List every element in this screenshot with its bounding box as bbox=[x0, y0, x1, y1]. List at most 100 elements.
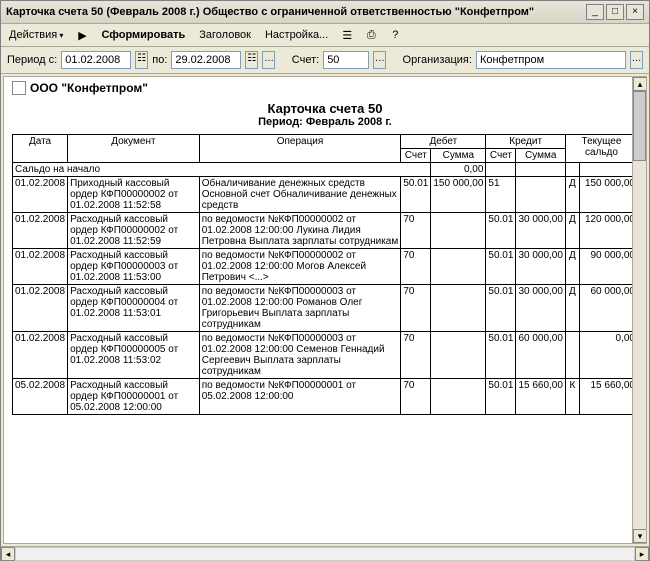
table-row[interactable]: 05.02.2008Расходный кассовый ордер КФП00… bbox=[13, 379, 638, 415]
period-to-input[interactable] bbox=[171, 51, 241, 69]
menu-settings[interactable]: Настройка... bbox=[261, 27, 332, 43]
scrollbar-vertical[interactable]: ▴ ▾ bbox=[632, 77, 646, 543]
scrollbar-horizontal[interactable]: ◂ ▸ bbox=[1, 546, 649, 560]
titlebar-buttons: _ □ × bbox=[586, 4, 644, 20]
cell-kt-sum: 30 000,00 bbox=[516, 285, 566, 332]
scroll-right-icon[interactable]: ▸ bbox=[635, 547, 649, 561]
print-icon[interactable]: ⎙ bbox=[362, 26, 380, 44]
cell-date: 01.02.2008 bbox=[13, 332, 68, 379]
menubar: Действия ▶ Сформировать Заголовок Настро… bbox=[1, 24, 649, 47]
col-kt-acc: Счет bbox=[486, 149, 516, 163]
col-debit: Дебет bbox=[401, 135, 486, 149]
cell-bal-sum: 150 000,00 bbox=[579, 177, 637, 213]
menu-actions[interactable]: Действия bbox=[5, 27, 67, 43]
account-input[interactable] bbox=[323, 51, 369, 69]
cell-dt-sum bbox=[431, 285, 486, 332]
cell-bal-dk: Д bbox=[565, 249, 579, 285]
cell-bal-dk: Д bbox=[565, 213, 579, 249]
collapse-icon[interactable] bbox=[12, 81, 26, 95]
run-icon[interactable]: ▶ bbox=[73, 26, 91, 44]
cell-dt-acc: 70 bbox=[401, 332, 431, 379]
window-title: Карточка счета 50 (Февраль 2008 г.) Обще… bbox=[6, 6, 534, 18]
titlebar: Карточка счета 50 (Февраль 2008 г.) Обще… bbox=[1, 1, 649, 24]
cell-kt-acc: 50.01 bbox=[486, 332, 516, 379]
scroll-thumb[interactable] bbox=[633, 91, 646, 161]
period-to-calendar-icon[interactable]: ☷ bbox=[245, 51, 258, 69]
close-button[interactable]: × bbox=[626, 4, 644, 20]
org-input[interactable] bbox=[476, 51, 626, 69]
opening-value: 0,00 bbox=[431, 163, 486, 177]
cell-document: Расходный кассовый ордер КФП00000003 от … bbox=[68, 249, 200, 285]
col-dt-acc: Счет bbox=[401, 149, 431, 163]
maximize-button[interactable]: □ bbox=[606, 4, 624, 20]
period-from-input[interactable] bbox=[61, 51, 131, 69]
account-pick-button[interactable]: … bbox=[373, 51, 386, 69]
cell-dt-sum bbox=[431, 249, 486, 285]
cell-dt-sum bbox=[431, 332, 486, 379]
cell-date: 01.02.2008 bbox=[13, 285, 68, 332]
col-dt-sum: Сумма bbox=[431, 149, 486, 163]
cell-kt-sum bbox=[516, 177, 566, 213]
cell-dt-acc: 50.01 bbox=[401, 177, 431, 213]
scroll-track-h[interactable] bbox=[15, 547, 635, 561]
report-period: Период: Февраль 2008 г. bbox=[4, 116, 646, 128]
cell-bal-sum: 0,00 bbox=[579, 332, 637, 379]
period-from-calendar-icon[interactable]: ☷ bbox=[135, 51, 148, 69]
cell-document: Расходный кассовый ордер КФП00000002 от … bbox=[68, 213, 200, 249]
table-row[interactable]: 01.02.2008Расходный кассовый ордер КФП00… bbox=[13, 332, 638, 379]
doc-org-header: ООО "Конфетпром" bbox=[4, 77, 646, 97]
menu-header[interactable]: Заголовок bbox=[195, 27, 255, 43]
org-pick-button[interactable]: … bbox=[630, 51, 643, 69]
account-label: Счет: bbox=[292, 54, 319, 66]
period-range-button[interactable]: … bbox=[262, 51, 275, 69]
cell-kt-acc: 50.01 bbox=[486, 379, 516, 415]
cell-bal-dk: К bbox=[565, 379, 579, 415]
cell-operation: Обналичивание денежных средств Основной … bbox=[199, 177, 401, 213]
col-document: Документ bbox=[68, 135, 200, 163]
cell-document: Приходный кассовый ордер КФП00000002 от … bbox=[68, 177, 200, 213]
table-row[interactable]: 01.02.2008Приходный кассовый ордер КФП00… bbox=[13, 177, 638, 213]
cell-dt-acc: 70 bbox=[401, 285, 431, 332]
cell-dt-acc: 70 bbox=[401, 379, 431, 415]
cell-kt-acc: 50.01 bbox=[486, 285, 516, 332]
table-row[interactable]: 01.02.2008Расходный кассовый ордер КФП00… bbox=[13, 285, 638, 332]
org-label: Организация: bbox=[403, 54, 472, 66]
table-row[interactable]: 01.02.2008Расходный кассовый ордер КФП00… bbox=[13, 249, 638, 285]
cell-kt-sum: 15 660,00 bbox=[516, 379, 566, 415]
cell-operation: по ведомости №КФП00000003 от 01.02.2008 … bbox=[199, 332, 401, 379]
filterbar: Период с: ☷ по: ☷ … Счет: … Организация:… bbox=[1, 47, 649, 74]
table-row[interactable]: 01.02.2008Расходный кассовый ордер КФП00… bbox=[13, 213, 638, 249]
cell-date: 01.02.2008 bbox=[13, 177, 68, 213]
cell-document: Расходный кассовый ордер КФП00000004 от … bbox=[68, 285, 200, 332]
period-from-label: Период с: bbox=[7, 54, 57, 66]
col-balance: Текущее сальдо bbox=[565, 135, 637, 163]
cell-dt-acc: 70 bbox=[401, 213, 431, 249]
cell-document: Расходный кассовый ордер КФП00000005 от … bbox=[68, 332, 200, 379]
scroll-up-icon[interactable]: ▴ bbox=[633, 77, 647, 91]
cell-operation: по ведомости №КФП00000002 от 01.02.2008 … bbox=[199, 213, 401, 249]
window-frame: Карточка счета 50 (Февраль 2008 г.) Обще… bbox=[0, 0, 650, 561]
cell-bal-dk bbox=[565, 332, 579, 379]
cell-dt-sum: 150 000,00 bbox=[431, 177, 486, 213]
cell-operation: по ведомости №КФП00000001 от 05.02.2008 … bbox=[199, 379, 401, 415]
col-credit: Кредит bbox=[486, 135, 566, 149]
doc-org: ООО "Конфетпром" bbox=[30, 81, 148, 95]
scroll-down-icon[interactable]: ▾ bbox=[633, 529, 647, 543]
menu-run[interactable]: Сформировать bbox=[97, 27, 189, 43]
options-icon[interactable]: ☰ bbox=[338, 26, 356, 44]
cell-date: 05.02.2008 bbox=[13, 379, 68, 415]
cell-bal-sum: 15 660,00 bbox=[579, 379, 637, 415]
cell-kt-acc: 50.01 bbox=[486, 249, 516, 285]
cell-bal-dk: Д bbox=[565, 177, 579, 213]
col-date: Дата bbox=[13, 135, 68, 163]
cell-date: 01.02.2008 bbox=[13, 249, 68, 285]
col-operation: Операция bbox=[199, 135, 401, 163]
cell-kt-sum: 60 000,00 bbox=[516, 332, 566, 379]
cell-kt-acc: 51 bbox=[486, 177, 516, 213]
minimize-button[interactable]: _ bbox=[586, 4, 604, 20]
help-icon[interactable]: ? bbox=[386, 26, 404, 44]
cell-bal-sum: 120 000,00 bbox=[579, 213, 637, 249]
opening-label: Сальдо на начало bbox=[13, 163, 431, 177]
cell-kt-sum: 30 000,00 bbox=[516, 249, 566, 285]
scroll-left-icon[interactable]: ◂ bbox=[1, 547, 15, 561]
